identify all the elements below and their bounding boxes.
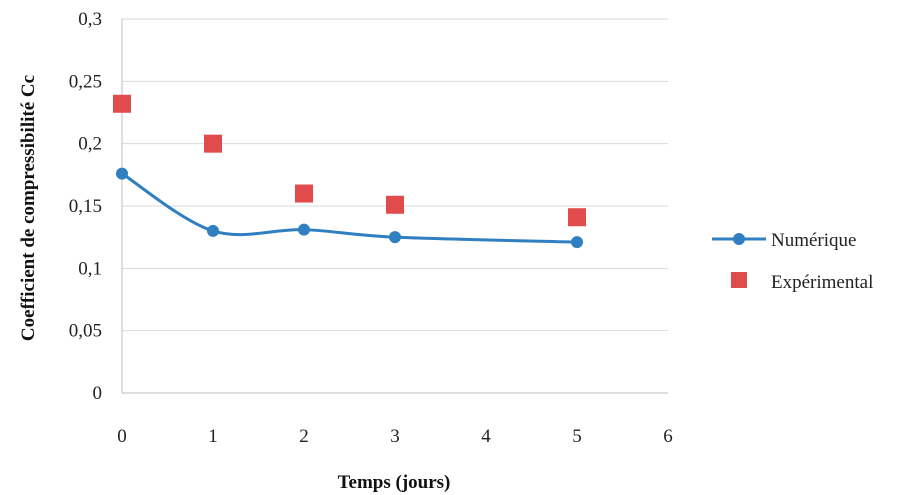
data-point-experimental <box>568 208 586 227</box>
y-tick-label: 0,25 <box>69 71 102 92</box>
x-tick-labels: 0 1 2 3 4 5 6 <box>117 426 673 447</box>
y-axis-title: Coefficient de compressibilité Cc <box>18 75 39 341</box>
data-point-numerique <box>207 224 219 237</box>
legend-marker-experimental <box>731 272 747 288</box>
legend-entry-experimental: Expérimental <box>731 272 873 293</box>
grid-lines <box>122 18 668 332</box>
x-tick-label: 1 <box>208 426 218 447</box>
y-tick-label: 0,15 <box>69 196 102 217</box>
axes <box>121 19 668 394</box>
legend-label-experimental: Expérimental <box>771 272 873 293</box>
x-tick-label: 6 <box>663 426 673 447</box>
x-axis-title: Temps (jours) <box>338 472 451 493</box>
x-tick-label: 3 <box>390 426 400 447</box>
data-point-numerique <box>116 167 128 180</box>
legend-entry-numerique: Numérique <box>712 230 856 251</box>
legend-marker-numerique <box>733 233 745 245</box>
data-point-numerique <box>571 236 583 249</box>
x-tick-label: 0 <box>117 426 127 447</box>
data-point-numerique <box>389 231 401 244</box>
legend: Numérique Expérimental <box>712 230 873 293</box>
plot-area <box>113 94 586 249</box>
x-tick-label: 4 <box>481 426 491 447</box>
y-tick-label: 0,2 <box>78 134 102 155</box>
data-point-experimental <box>386 195 404 214</box>
x-tick-label: 5 <box>572 426 582 447</box>
y-tick-label: 0,05 <box>69 321 102 342</box>
series-line-numerique <box>121 172 578 244</box>
data-point-numerique <box>298 223 310 236</box>
x-tick-label: 2 <box>299 426 309 447</box>
data-point-experimental <box>113 94 131 113</box>
y-tick-label: 0,3 <box>78 9 102 30</box>
data-point-experimental <box>295 184 313 203</box>
y-tick-label: 0 <box>93 383 103 404</box>
y-tick-label: 0,1 <box>78 258 102 279</box>
data-point-experimental <box>204 134 222 153</box>
legend-label-numerique: Numérique <box>771 230 856 251</box>
y-tick-labels: 0 0,05 0,1 0,15 0,2 0,25 0,3 <box>69 9 102 404</box>
